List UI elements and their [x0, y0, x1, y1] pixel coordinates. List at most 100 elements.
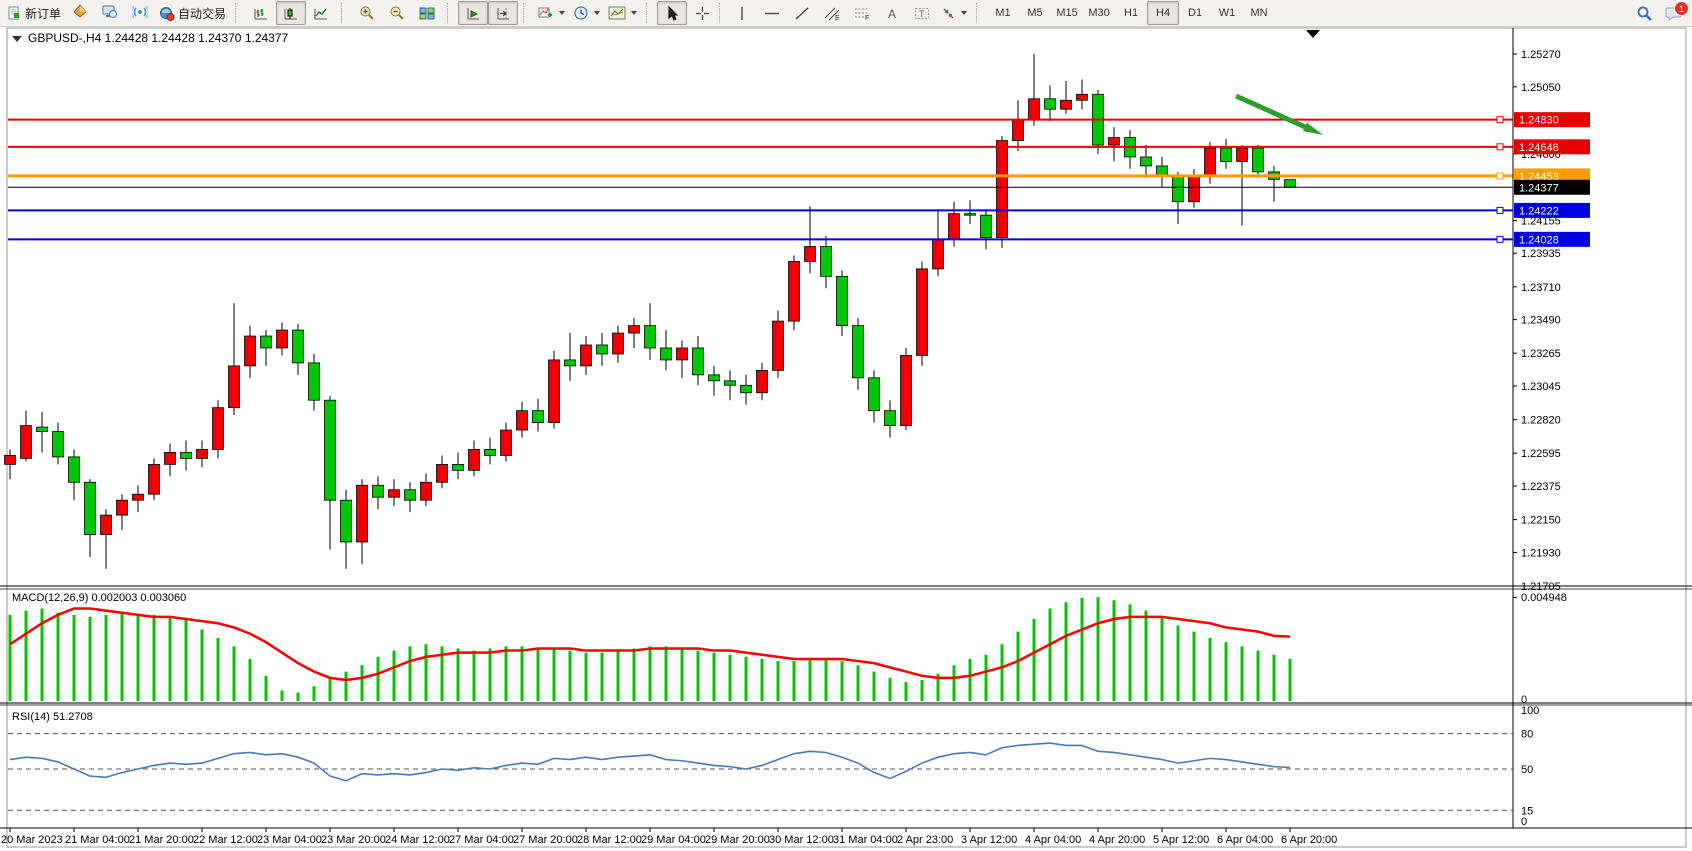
auto-scroll-button[interactable] [458, 1, 489, 25]
price-badge-1.24377 [1514, 179, 1590, 195]
hline-handle[interactable] [1496, 143, 1504, 151]
hline-handle[interactable] [1496, 206, 1504, 214]
notifications-button[interactable]: 1 [1659, 1, 1689, 25]
equidistant-channel-button[interactable]: E [817, 1, 847, 25]
zoom-out-icon [390, 6, 404, 20]
arrows-icon [943, 8, 954, 18]
virtual-hosting-icon [102, 4, 118, 22]
algo-trading-button[interactable]: 自动交易 [155, 1, 230, 25]
cursor-button[interactable] [657, 1, 688, 25]
svg-text:23 Mar 04:00: 23 Mar 04:00 [257, 834, 322, 846]
line-chart-button[interactable] [306, 1, 336, 25]
zoom-in-button[interactable] [352, 1, 382, 25]
chart-shift-icon [497, 7, 510, 19]
chart-shift-button[interactable] [488, 1, 519, 25]
toolbar-separator [235, 3, 241, 23]
trendline-button[interactable] [787, 1, 817, 25]
svg-text:1.24155: 1.24155 [1521, 215, 1561, 227]
text-button[interactable]: A [877, 1, 907, 25]
svg-text:1.21930: 1.21930 [1521, 547, 1561, 559]
chart-collapse-icon[interactable] [12, 36, 22, 42]
template-dropdown-caret [631, 11, 638, 15]
equidistant-channel-icon: E [824, 7, 840, 21]
bar-chart-button[interactable] [246, 1, 276, 25]
signals-button[interactable] [125, 1, 155, 25]
trade-group: 新订单 自动交易 [0, 0, 233, 27]
svg-text:29 Mar 20:00: 29 Mar 20:00 [705, 834, 770, 846]
horizontal-line-button[interactable] [757, 1, 787, 25]
svg-text:2 Apr 23:00: 2 Apr 23:00 [897, 834, 953, 846]
arrows-button[interactable] [937, 1, 971, 25]
svg-text:29 Mar 04:00: 29 Mar 04:00 [641, 834, 706, 846]
timeframe-mn-button[interactable]: MN [1250, 7, 1268, 19]
period-button[interactable] [569, 1, 604, 25]
svg-text:6 Apr 04:00: 6 Apr 04:00 [1217, 834, 1273, 846]
search-button[interactable] [1629, 1, 1659, 25]
crosshair-button[interactable] [687, 1, 717, 25]
price-badge-1.24222 [1514, 202, 1590, 218]
date-axis: 20 Mar 2023 21 Mar 04:00 21 Mar 20:00 22 Ma… [1, 828, 1337, 846]
indicators-button[interactable] [534, 1, 569, 25]
price-badge-1.24648 [1514, 139, 1590, 155]
cursor-icon [668, 5, 679, 21]
price-badge-1.24028 [1514, 231, 1590, 247]
hline-handle[interactable] [1496, 235, 1504, 243]
virtual-hosting-button[interactable] [95, 1, 125, 25]
svg-text:20 Mar 2023: 20 Mar 2023 [1, 834, 63, 846]
timeframe-w1-button[interactable]: W1 [1218, 7, 1236, 19]
svg-text:31 Mar 04:00: 31 Mar 04:00 [833, 834, 898, 846]
fibonacci-button[interactable]: F [847, 1, 877, 25]
svg-text:GBPUSD-,H4 1.24428 1.24428 1.: GBPUSD-,H4 1.24428 1.24428 1.24370 1.243… [28, 31, 289, 45]
svg-text:50: 50 [1521, 764, 1533, 776]
signals-icon [130, 4, 150, 22]
toolbar-separator [646, 3, 652, 23]
timeframe-d1-button[interactable]: D1 [1188, 7, 1203, 19]
market-depth-button[interactable] [65, 1, 95, 25]
svg-text:3 Apr 12:00: 3 Apr 12:00 [961, 834, 1017, 846]
new-order-button[interactable]: 新订单 [3, 1, 65, 25]
svg-text:0.004948: 0.004948 [1521, 592, 1567, 604]
vertical-line-button[interactable] [727, 1, 757, 25]
indicators-dropdown-caret [559, 11, 566, 15]
svg-text:1.22820: 1.22820 [1521, 415, 1561, 427]
price-axis: 1.252701.250501.246001.241551.239351.237… [1512, 28, 1590, 828]
timeframe-m15-button[interactable]: M15 [1056, 7, 1078, 19]
right-tools-group: 1 [1626, 0, 1692, 27]
timeframe-h4-button[interactable]: H4 [1147, 1, 1180, 25]
svg-text:F: F [865, 15, 869, 21]
macd-signal-line [9, 607, 1291, 682]
price-badge-1.24453 [1514, 168, 1590, 184]
svg-text:1.23045: 1.23045 [1521, 381, 1561, 393]
hline-handle[interactable] [1496, 172, 1504, 180]
svg-text:1.24648: 1.24648 [1519, 142, 1559, 154]
timeframe-m1-button[interactable]: M1 [995, 7, 1011, 19]
macd-indicator: MACD(12,26,9) 0.002003 0.003060 0.004948 0 [8, 592, 1567, 706]
timeframe-h1-button[interactable]: H1 [1124, 7, 1139, 19]
svg-text:28 Mar 12:00: 28 Mar 12:00 [577, 834, 642, 846]
timeframe-m5-button[interactable]: M5 [1027, 7, 1043, 19]
market-depth-icon [72, 4, 88, 22]
svg-text:E: E [835, 15, 840, 21]
tile-windows-icon [419, 7, 435, 19]
line-studies-group: E F A T [654, 0, 974, 27]
template-button[interactable] [604, 1, 641, 25]
tile-windows-button[interactable] [412, 1, 442, 25]
new-order-icon [7, 6, 22, 21]
hline-handle[interactable] [1496, 116, 1504, 124]
level-lines-layer[interactable] [8, 116, 1513, 243]
svg-text:100: 100 [1521, 705, 1539, 717]
candlestick-chart-button[interactable] [276, 1, 307, 25]
svg-text:1.23490: 1.23490 [1521, 315, 1561, 327]
zoom-out-button[interactable] [382, 1, 412, 25]
text-label-button[interactable]: T [907, 1, 937, 25]
algo-trading-icon [159, 6, 175, 21]
arrows-dropdown-caret [961, 11, 968, 15]
svg-text:1.24377: 1.24377 [1519, 182, 1559, 194]
trend-arrow-annotation[interactable] [1234, 93, 1323, 135]
svg-text:1.22375: 1.22375 [1521, 481, 1561, 493]
svg-text:1.23935: 1.23935 [1521, 248, 1561, 260]
timeframe-m30-button[interactable]: M30 [1088, 7, 1110, 19]
timeframe-group: M1 M5 M15 M30 H1 H4 D1 W1 MN [984, 0, 1278, 27]
